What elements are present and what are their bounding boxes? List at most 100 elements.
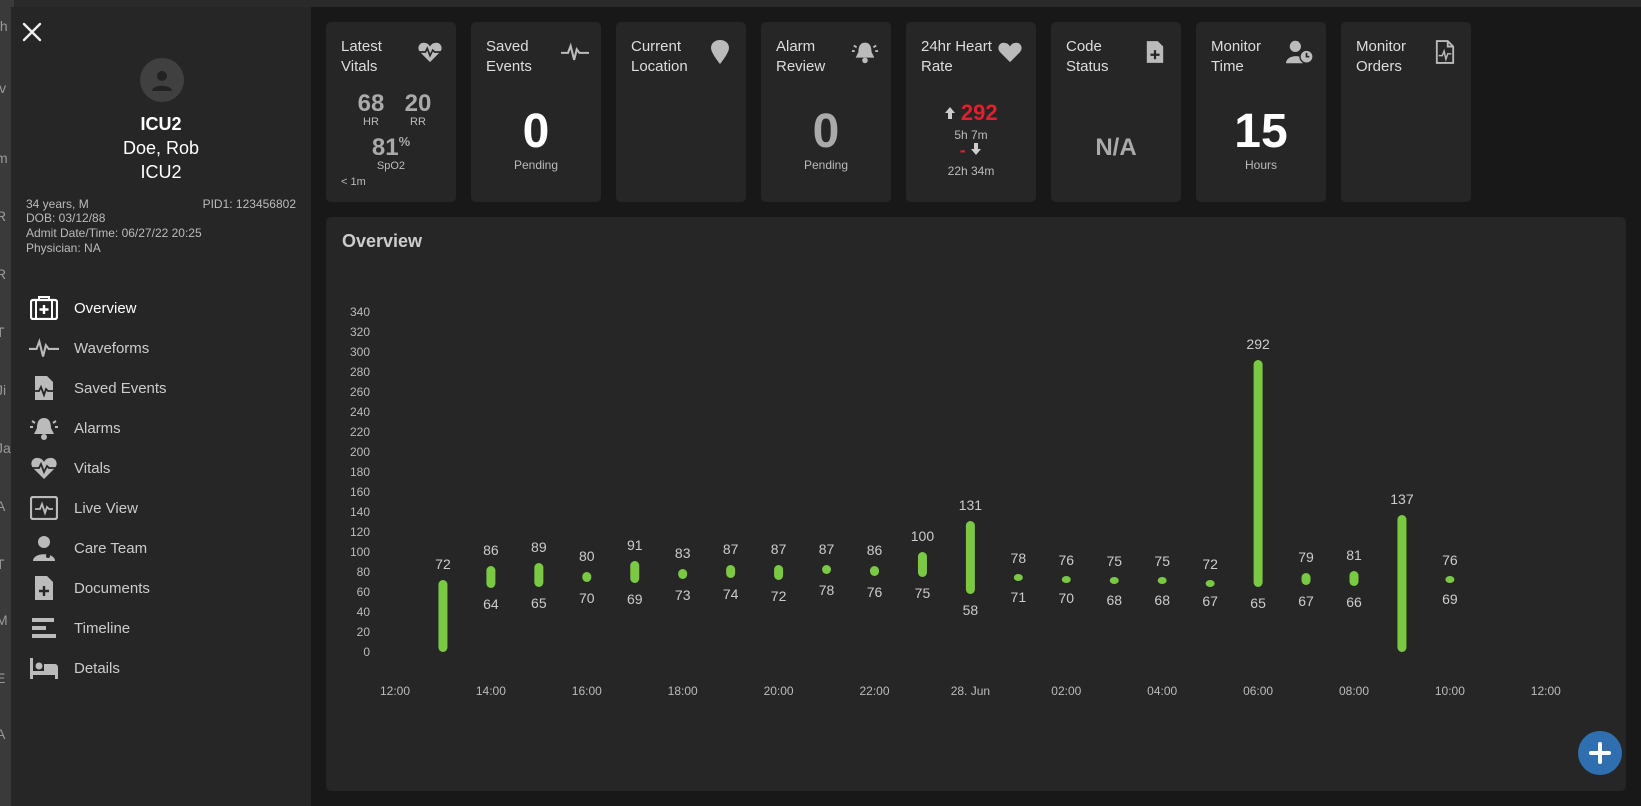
patient-admit: Admit Date/Time: 06/27/22 20:25 [26,226,202,240]
nav-item-overview[interactable]: Overview [29,288,299,328]
bar-low-label: 68 [1106,592,1122,608]
bar-low-label: 73 [675,587,691,603]
patient-name: Doe, Rob [122,138,200,158]
hr-range-bar [1109,577,1119,584]
hr-range-bar [534,563,544,587]
monitor-time-value: 15 [1234,105,1288,158]
bar-high-label: 137 [1390,491,1414,507]
nav-item-vitals[interactable]: Vitals [29,448,299,488]
add-button[interactable] [1578,731,1622,775]
patient-dob: DOB: 03/12/88 [26,211,106,225]
card-24hr-heart-rate[interactable]: 24hr Heart Rate 292 5h 7m - 22h 34m [906,22,1036,202]
card-latest-vitals[interactable]: Latest Vitals 68 HR 20 RR 81% SpO2 < 1m [326,22,456,202]
y-tick-label: 60 [357,585,371,599]
plus-icon [1589,742,1611,764]
nav-item-waveforms[interactable]: Waveforms [29,328,299,368]
nav-item-timeline[interactable]: Timeline [29,608,299,648]
background-list-item: Ji [0,382,7,398]
x-tick-label: 14:00 [476,684,506,698]
hr-range-bar [1349,571,1359,586]
background-list-item: th [0,18,8,34]
close-icon[interactable] [21,21,43,43]
hr-range-bar [726,565,736,578]
x-tick-label: 06:00 [1243,684,1273,698]
x-tick-label: 08:00 [1339,684,1369,698]
bar-high-label: 86 [867,542,883,558]
background-list-item: M [0,612,8,628]
bar-high-label: 76 [1442,552,1458,568]
alarm-review-label: Pending [803,158,849,172]
nav-label: Vitals [74,459,111,477]
y-tick-label: 280 [350,365,370,379]
heart-pulse-icon [29,453,59,483]
document-plus-icon [29,573,59,603]
y-tick-label: 80 [357,565,371,579]
card-current-location[interactable]: Current Location [616,22,746,202]
bar-high-label: 87 [771,541,787,557]
hr-range-bar [870,566,879,576]
saved-events-count: 0 [522,105,550,158]
nav-label: Details [74,659,120,677]
hr-range-bar [1061,576,1071,583]
background-list-item: T [0,324,5,340]
card-title: Code Status [1066,38,1109,75]
y-tick-label: 200 [350,445,370,459]
patient-location: ICU2 [140,162,182,182]
bar-high-label: 86 [483,542,499,558]
hr-range-bar [774,565,784,580]
bell-icon [851,38,879,66]
hr-range-bar [1253,360,1263,587]
bar-low-label: 72 [771,588,787,604]
bar-high-label: 78 [1011,550,1027,566]
spo2-label: SpO2 [376,160,406,172]
hr-range-bar [582,572,592,582]
document-plus-icon [1141,38,1169,66]
patient-detail-modal: ICU2 Doe, Rob ICU2 34 years, M PID1: 123… [11,7,1641,806]
bar-high-label: 76 [1059,552,1075,568]
code-status-value: N/A [1095,134,1137,161]
background-patient-list: th iv m R R T Ji Ja A T M E A [0,0,14,806]
bar-high-label: 79 [1298,549,1314,565]
hr-range-bar [438,580,448,652]
bar-low-label: 78 [819,582,835,598]
hr-max-ago: 5h 7m [954,128,988,142]
card-title: Monitor Time [1211,38,1262,75]
nav-item-care-team[interactable]: Care Team [29,528,299,568]
nav-label: Alarms [74,419,121,437]
y-tick-label: 100 [350,545,370,559]
document-chart-icon [1431,38,1459,66]
bed-icon [29,653,59,683]
user-clock-icon [1286,38,1314,66]
nav-item-live-view[interactable]: Live View [29,488,299,528]
card-monitor-orders[interactable]: Monitor Orders [1341,22,1471,202]
card-alarm-review[interactable]: Alarm Review 0 Pending [761,22,891,202]
card-title: Latest Vitals [341,38,382,75]
card-saved-events[interactable]: Saved Events 0 Pending [471,22,601,202]
y-tick-label: 160 [350,485,370,499]
nav-label: Documents [74,579,150,597]
bar-high-label: 80 [579,548,595,564]
patient-sidebar: ICU2 Doe, Rob ICU2 34 years, M PID1: 123… [11,7,311,806]
vitals-age: < 1m [341,176,366,188]
nav-label: Waveforms [74,339,150,357]
bar-low-label: 68 [1154,592,1170,608]
x-tick-label: 12:00 [380,684,410,698]
nav-item-documents[interactable]: Documents [29,568,299,608]
bar-high-label: 83 [675,545,691,561]
hr-range-bar [1301,573,1311,585]
map-pin-icon [706,38,734,66]
bar-low-label: 58 [963,602,979,618]
nav-item-alarms[interactable]: Alarms [29,408,299,448]
monitor-icon [29,493,59,523]
nav-label: Overview [74,299,137,317]
x-tick-label: 16:00 [572,684,602,698]
nav-item-details[interactable]: Details [29,648,299,688]
hr-range-bar [1397,515,1407,652]
card-title: Alarm Review [776,38,826,75]
card-code-status[interactable]: Code Status N/A [1051,22,1181,202]
nav-item-saved-events[interactable]: Saved Events [29,368,299,408]
background-list-item: E [0,670,6,686]
bar-low-label: 75 [915,585,931,601]
card-monitor-time[interactable]: Monitor Time 15 Hours [1196,22,1326,202]
x-tick-label: 02:00 [1051,684,1081,698]
